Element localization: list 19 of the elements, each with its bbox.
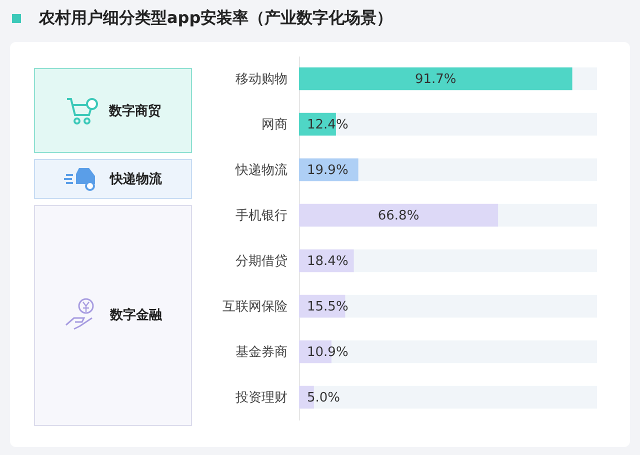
y-tick-label: 分期借贷 (236, 254, 288, 269)
chart-title: 农村用户细分类型app安装率（产业数字化场景） (39, 8, 393, 29)
y-tick-label: 基金券商 (236, 344, 288, 360)
text: 数字金融 (110, 306, 162, 324)
data-label: 66.8% (378, 208, 420, 224)
data-label: 5.0% (307, 390, 340, 406)
data-label: 18.4% (307, 254, 348, 269)
y-tick-label: 互联网保险 (222, 299, 288, 314)
data-label: 15.5% (307, 299, 348, 314)
data-label: 19.9% (307, 162, 348, 178)
y-tick-label: 网商 (262, 117, 288, 132)
data-label: 91.7% (414, 72, 456, 87)
y-tick-label: 快递物流 (234, 162, 288, 178)
data-label: 10.9% (307, 344, 348, 360)
y-tick-label: 投资理财 (234, 390, 288, 406)
text: 数字商贸 (109, 102, 161, 120)
y-tick-label: 移动购物 (236, 72, 288, 87)
text: 快递物流 (110, 170, 162, 188)
y-tick-label: 手机银行 (236, 208, 288, 224)
